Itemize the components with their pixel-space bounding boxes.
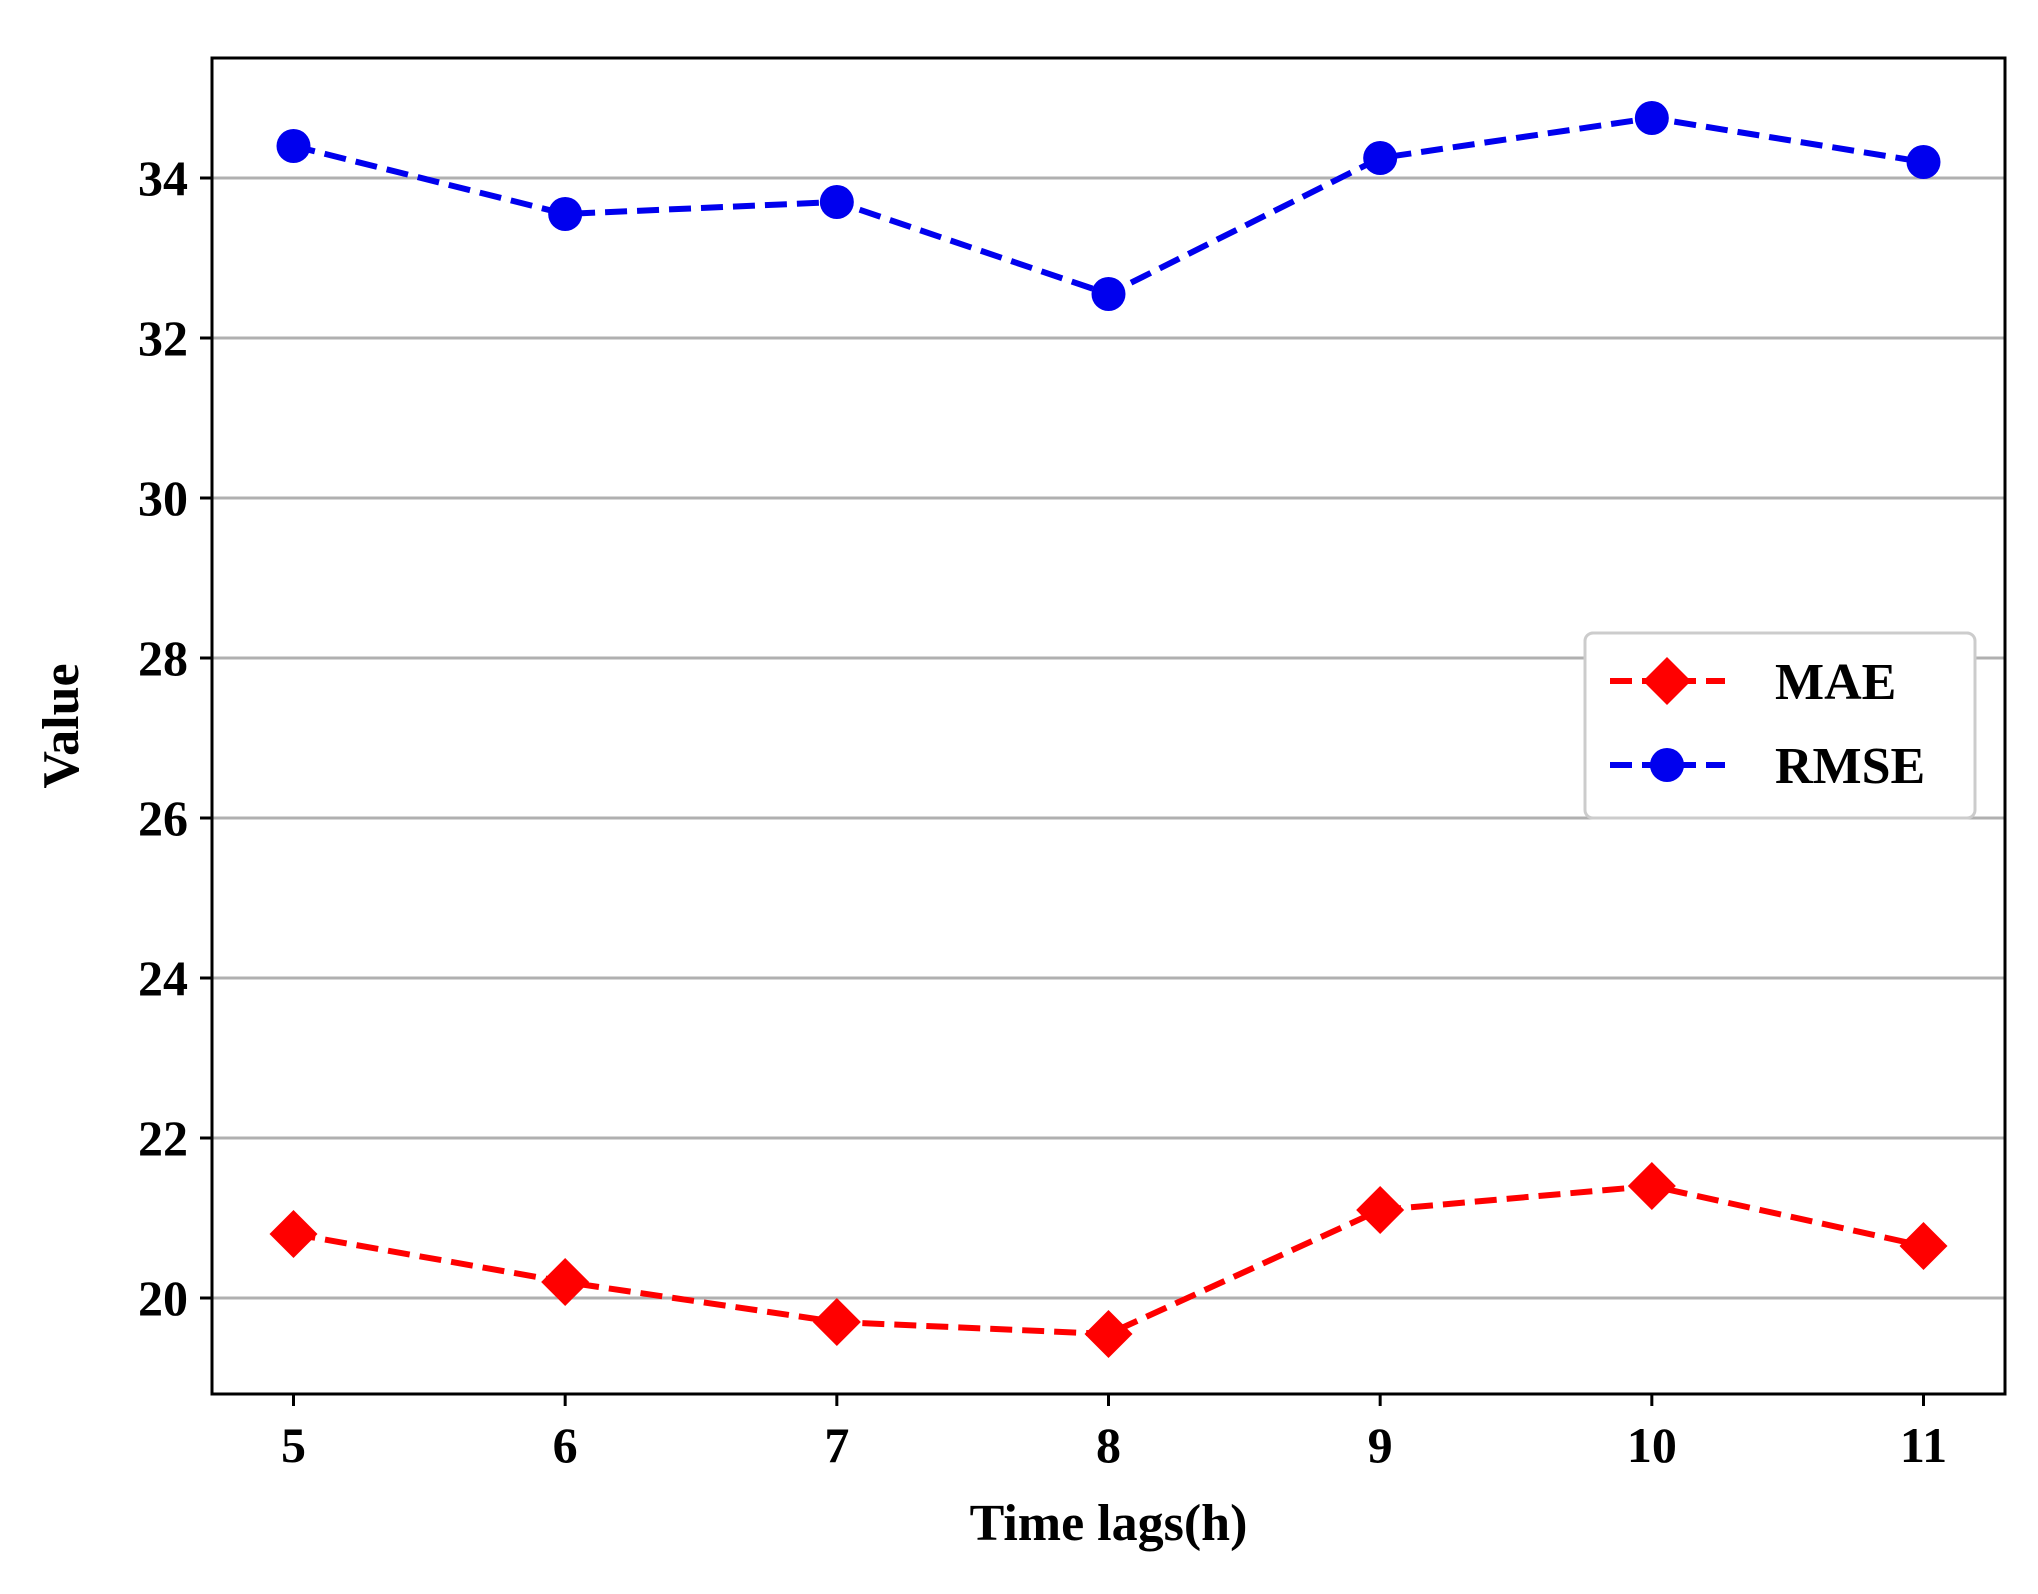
legend-marker-mae <box>1643 657 1691 705</box>
legend-entries: MAE RMSE <box>1610 654 1925 795</box>
series-mae <box>269 1162 1948 1358</box>
y-tick-label: 22 <box>138 1110 188 1166</box>
x-tick-label: 7 <box>824 1417 849 1473</box>
data-point-mae <box>1084 1310 1133 1358</box>
data-point-rmse <box>276 129 311 163</box>
y-tick-label: 28 <box>138 630 188 686</box>
y-axis-title: Value <box>33 663 90 788</box>
series-line-rmse <box>292 114 1924 298</box>
y-tick-label: 20 <box>138 1270 188 1326</box>
legend-label-rmse: RMSE <box>1775 738 1925 795</box>
data-point-rmse <box>1634 101 1669 135</box>
series-layer <box>269 101 1948 1358</box>
series-rmse <box>276 101 1941 311</box>
data-point-rmse <box>548 197 583 231</box>
x-axis: 5 6 7 8 9 10 11 <box>281 1394 1947 1473</box>
data-point-rmse <box>1363 141 1398 175</box>
legend: MAE RMSE <box>1583 631 1977 820</box>
data-point-rmse <box>1091 277 1126 311</box>
data-point-mae <box>1899 1222 1948 1270</box>
x-tick-label: 11 <box>1900 1417 1947 1473</box>
x-tick-label: 6 <box>553 1417 578 1473</box>
legend-marker-rmse <box>1650 748 1684 782</box>
y-tick-label: 32 <box>138 310 188 366</box>
y-tick-label: 30 <box>138 470 188 526</box>
data-point-mae <box>812 1298 861 1346</box>
data-point-rmse <box>819 185 854 219</box>
y-tick-label: 26 <box>138 790 188 846</box>
grid-lines <box>212 176 2005 1300</box>
x-axis-title: Time lags(h) <box>970 1495 1248 1552</box>
data-point-mae <box>541 1258 590 1306</box>
data-point-mae <box>1356 1186 1405 1234</box>
y-axis: 20 22 24 26 28 30 32 34 <box>138 150 212 1326</box>
x-tick-label: 10 <box>1627 1417 1677 1473</box>
legend-entry-rmse: RMSE <box>1610 738 1925 795</box>
y-tick-label: 34 <box>138 150 188 206</box>
data-point-rmse <box>1906 145 1941 179</box>
legend-label-mae: MAE <box>1775 654 1896 711</box>
y-tick-label: 24 <box>138 950 188 1006</box>
data-point-mae <box>269 1210 318 1258</box>
data-point-mae <box>1627 1162 1676 1210</box>
x-tick-label: 8 <box>1096 1417 1121 1473</box>
x-tick-label: 5 <box>281 1417 306 1473</box>
legend-entry-mae: MAE <box>1610 654 1896 711</box>
x-tick-label: 9 <box>1368 1417 1393 1473</box>
